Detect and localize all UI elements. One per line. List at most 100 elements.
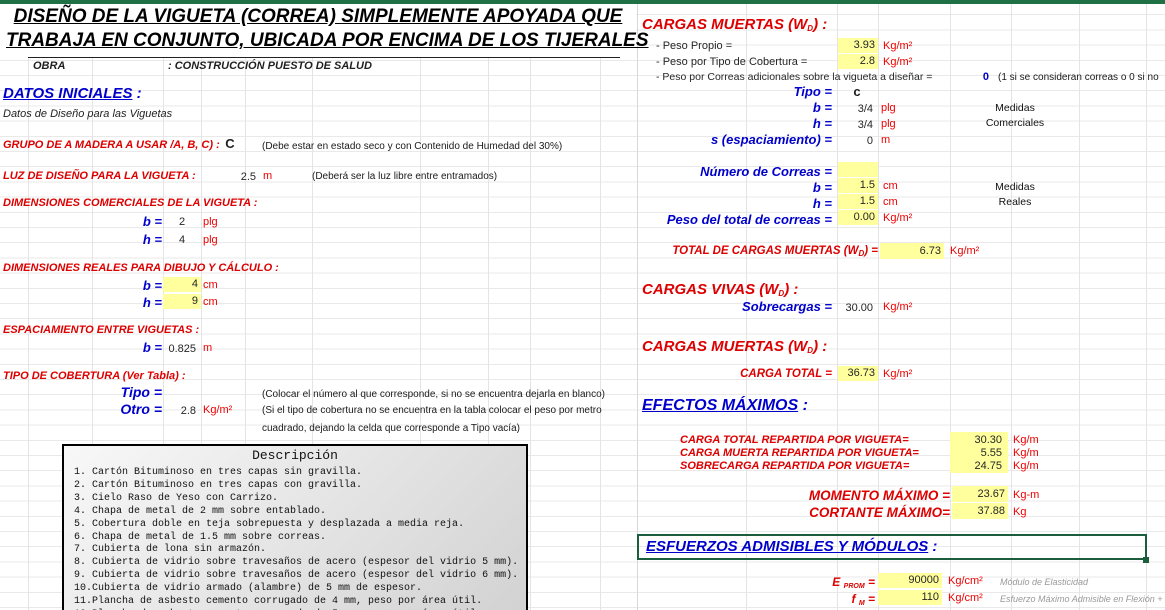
dim-real-h-value[interactable]: 9 <box>163 294 201 309</box>
descripcion-header: Descripción <box>252 448 338 463</box>
luz-note: (Deberá ser la luz libre entre entramado… <box>312 171 498 182</box>
cortante-maximo-value[interactable]: 37.88 <box>952 503 1008 519</box>
dim-com-b-value[interactable]: 2 <box>178 216 186 228</box>
correa-s-label: s (espaciamiento) = <box>710 132 832 147</box>
correa-s-unit: m <box>881 134 891 146</box>
peso-cobertura-unit: Kg/m² <box>883 56 913 68</box>
sobrecarga-repartida-label: SOBRECARGA REPARTIDA POR VIGUETA= <box>680 460 910 472</box>
momento-maximo-value[interactable]: 23.67 <box>952 486 1008 502</box>
correa-com-h-label: h = <box>812 116 832 131</box>
cobertura-otro-label: Otro = <box>120 401 162 417</box>
correa-real-h-label: h = <box>812 196 832 211</box>
espaciamiento-heading: ESPACIAMIENTO ENTRE VIGUETAS : <box>3 324 200 336</box>
cobertura-tipo-label: Tipo = <box>120 384 162 400</box>
sobrecarga-repartida-value[interactable]: 24.75 <box>974 460 1002 472</box>
selection-range-border[interactable] <box>637 534 1147 560</box>
efectos-maximos-heading: EFECTOS MÁXIMOS : <box>642 397 808 414</box>
obra-top-border <box>28 57 620 58</box>
dim-real-b-label: b = <box>142 278 162 293</box>
correa-real-b-label: b = <box>812 180 832 195</box>
carga-total-unit: Kg/m² <box>883 368 913 380</box>
cargas-vivas-heading: CARGAS VIVAS (WD) : <box>642 281 799 298</box>
esfuerzos-heading: ESFUERZOS ADMISIBLES Y MÓDULOS : <box>646 538 938 555</box>
datos-iniciales-heading: DATOS INICIALES : <box>3 85 142 102</box>
espaciamiento-b-value[interactable]: 0.825 <box>168 343 196 355</box>
descripcion-item: 7. Cubierta de lona sin armazón. <box>74 544 267 556</box>
correa-s-value[interactable]: 0 <box>866 135 873 147</box>
dim-com-h-unit: plg <box>203 234 218 246</box>
luz-unit: m <box>263 170 273 182</box>
peso-cobertura-label: - Peso por Tipo de Cobertura = <box>656 56 808 68</box>
total-cargas-muertas-label: TOTAL DE CARGAS MUERTAS (WD) = <box>672 245 878 258</box>
grupo-madera-value[interactable]: C <box>225 136 235 151</box>
f-m-unit: Kg/cm² <box>948 592 983 604</box>
correa-com-h-unit: plg <box>881 118 896 130</box>
dim-reales-heading: DIMENSIONES REALES PARA DIBUJO Y CÁLCULO… <box>3 262 279 274</box>
cargas-muertas-heading: CARGAS MUERTAS (WD) : <box>642 16 828 33</box>
carga-total-value[interactable]: 36.73 <box>838 366 878 381</box>
page-title-line1: DISEÑO DE LA VIGUETA (CORREA) SIMPLEMENT… <box>13 6 623 27</box>
carga-total-repartida-value[interactable]: 30.30 <box>974 434 1002 446</box>
descripcion-item: 11.Plancha de asbesto cemento corrugado … <box>74 596 483 608</box>
cortante-maximo-label: CORTANTE MÁXIMO= <box>809 505 950 520</box>
selection-fill-handle[interactable] <box>1143 557 1149 563</box>
luz-value[interactable]: 2.5 <box>240 171 256 183</box>
descripcion-item: 9. Cubierta de vidrio sobre travesaños d… <box>74 570 519 582</box>
peso-propio-value[interactable]: 3.93 <box>838 38 878 53</box>
correa-com-b-label: b = <box>812 100 832 115</box>
peso-correas-adicionales-value[interactable]: 0 <box>982 71 989 83</box>
e-prom-value[interactable]: 90000 <box>878 573 942 588</box>
f-m-value[interactable]: 110 <box>878 590 942 605</box>
peso-correas-adicionales-label: - Peso por Correas adicionales sobre la … <box>656 71 933 83</box>
carga-total-label: CARGA TOTAL = <box>740 368 832 380</box>
correa-real-b-value[interactable]: 1.5 <box>838 178 878 193</box>
cargas-totales-heading: CARGAS MUERTAS (WD) : <box>642 338 828 355</box>
total-cargas-muertas-value[interactable]: 6.73 <box>880 243 944 259</box>
dim-real-b-value[interactable]: 4 <box>163 277 201 292</box>
espaciamiento-b-label: b = <box>142 340 162 355</box>
medidas-comerciales-caption-2: Comerciales <box>985 117 1045 129</box>
cobertura-otro-value[interactable]: 2.8 <box>180 405 196 417</box>
correa-tipo-value[interactable]: c <box>853 84 861 99</box>
cortante-maximo-unit: Kg <box>1013 506 1027 518</box>
top-green-bar <box>0 0 1165 4</box>
descripcion-item: 12.Plancha de asbesto cemento corrugado … <box>74 609 526 610</box>
correa-real-h-value[interactable]: 1.5 <box>838 194 878 209</box>
obra-value[interactable]: : CONSTRUCCIÓN PUESTO DE SALUD <box>168 60 372 72</box>
cobertura-otro-note2: cuadrado, dejando la celda que correspon… <box>262 423 520 434</box>
f-m-label: f M = <box>851 592 875 607</box>
cobertura-otro-note1: (Si el tipo de cobertura no se encuentra… <box>262 405 602 416</box>
cobertura-tipo-value[interactable] <box>163 386 201 399</box>
momento-maximo-label: MOMENTO MÁXIMO = <box>808 488 950 503</box>
cobertura-heading: TIPO DE COBERTURA (Ver Tabla) : <box>3 370 186 382</box>
descripcion-item: 10.Cubierta de vidrio armado (alambre) d… <box>74 583 423 595</box>
peso-propio-label: - Peso Propio = <box>656 40 733 52</box>
medidas-comerciales-caption-1: Medidas <box>995 102 1035 114</box>
dim-real-h-unit: cm <box>203 296 218 308</box>
descripcion-item: 5. Cobertura doble en teja sobrepuesta y… <box>74 518 465 530</box>
peso-total-correas-value[interactable]: 0.00 <box>838 210 878 225</box>
correa-real-b-unit: cm <box>883 180 898 192</box>
obra-label: OBRA <box>33 60 66 72</box>
peso-cobertura-value[interactable]: 2.8 <box>838 54 878 69</box>
numero-correas-value[interactable] <box>838 162 878 177</box>
espaciamiento-b-unit: m <box>203 342 213 354</box>
total-cargas-muertas-unit: Kg/m² <box>950 245 980 257</box>
title-backing <box>0 4 636 57</box>
sobrecargas-value[interactable]: 30.00 <box>845 302 873 314</box>
descripcion-item: 2. Cartón Bituminoso en tres capas con g… <box>74 479 363 491</box>
carga-muerta-repartida-value[interactable]: 5.55 <box>980 447 1002 459</box>
e-prom-label: E PROM = <box>832 575 875 590</box>
correa-com-b-value[interactable]: 3/4 <box>857 103 873 115</box>
peso-total-correas-unit: Kg/m² <box>883 212 913 224</box>
e-prom-note: Módulo de Elasticidad <box>1000 577 1089 587</box>
datos-subtitle: Datos de Diseño para las Viguetas <box>3 108 173 120</box>
correa-com-h-value[interactable]: 3/4 <box>857 119 873 131</box>
dim-com-h-value[interactable]: 4 <box>178 234 186 246</box>
sobrecargas-unit: Kg/m² <box>883 301 913 313</box>
correa-real-h-unit: cm <box>883 196 898 208</box>
medidas-reales-caption-2: Reales <box>998 196 1032 208</box>
descripcion-item: 1. Cartón Bituminoso en tres capas sin g… <box>74 467 363 478</box>
efectos-values-cell[interactable] <box>950 432 1008 473</box>
